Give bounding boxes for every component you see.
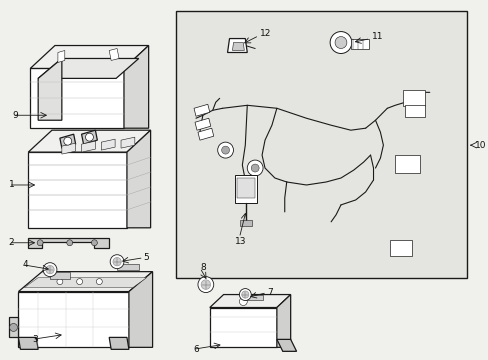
Circle shape	[334, 37, 346, 49]
Circle shape	[198, 276, 213, 293]
Polygon shape	[24, 278, 146, 288]
Polygon shape	[28, 152, 127, 228]
Circle shape	[110, 255, 124, 269]
Polygon shape	[61, 143, 76, 154]
Polygon shape	[38, 58, 61, 120]
Bar	[50, 272, 70, 279]
Circle shape	[43, 263, 57, 276]
Circle shape	[85, 133, 93, 141]
Bar	[240, 220, 252, 226]
Polygon shape	[194, 104, 209, 116]
Text: 8: 8	[200, 263, 205, 272]
Polygon shape	[276, 339, 296, 351]
Circle shape	[241, 291, 248, 298]
Circle shape	[221, 146, 229, 154]
Circle shape	[96, 279, 102, 285]
Polygon shape	[30, 45, 148, 68]
Polygon shape	[209, 294, 290, 307]
Polygon shape	[28, 130, 150, 152]
Polygon shape	[232, 42, 244, 50]
Polygon shape	[129, 272, 152, 347]
Circle shape	[57, 279, 62, 285]
Polygon shape	[198, 128, 213, 140]
Text: 7: 7	[266, 288, 272, 297]
Bar	[235, 175, 257, 203]
Circle shape	[217, 142, 233, 158]
Bar	[394, 155, 419, 173]
Bar	[237, 178, 255, 198]
Polygon shape	[81, 141, 95, 152]
Circle shape	[239, 298, 247, 306]
Circle shape	[251, 164, 259, 172]
Polygon shape	[101, 139, 115, 150]
Circle shape	[46, 265, 54, 274]
Polygon shape	[30, 68, 124, 128]
Polygon shape	[109, 337, 129, 349]
Text: 5: 5	[143, 253, 149, 262]
Text: 12: 12	[260, 29, 271, 38]
Circle shape	[247, 160, 263, 176]
Bar	[117, 264, 139, 270]
Circle shape	[201, 280, 210, 289]
Polygon shape	[38, 58, 139, 78]
Text: 6: 6	[193, 345, 198, 354]
Polygon shape	[121, 137, 135, 148]
Text: 4: 4	[22, 260, 28, 269]
Bar	[402, 90, 424, 106]
Polygon shape	[81, 130, 97, 144]
Polygon shape	[58, 50, 65, 62]
Polygon shape	[9, 318, 19, 337]
Polygon shape	[124, 45, 148, 128]
Text: 13: 13	[235, 237, 246, 246]
Bar	[389, 240, 411, 256]
Text: 1: 1	[9, 180, 14, 189]
Polygon shape	[127, 130, 150, 228]
Circle shape	[64, 137, 72, 145]
Polygon shape	[28, 238, 109, 248]
Polygon shape	[227, 39, 247, 53]
Bar	[350, 39, 368, 49]
Circle shape	[329, 32, 351, 54]
Circle shape	[37, 240, 43, 246]
Polygon shape	[209, 307, 276, 347]
Polygon shape	[19, 272, 152, 292]
Polygon shape	[195, 118, 210, 130]
Text: 9: 9	[13, 111, 18, 120]
Polygon shape	[60, 134, 76, 148]
Polygon shape	[19, 337, 38, 349]
Circle shape	[10, 323, 18, 332]
Text: 11: 11	[371, 32, 382, 41]
Polygon shape	[19, 292, 129, 347]
Text: 3: 3	[32, 335, 38, 344]
Circle shape	[113, 257, 121, 266]
Text: 2: 2	[9, 238, 14, 247]
Bar	[176, 11, 466, 278]
Circle shape	[77, 279, 82, 285]
Circle shape	[67, 240, 73, 246]
Circle shape	[91, 240, 97, 246]
Polygon shape	[109, 49, 119, 60]
Bar	[404, 105, 424, 117]
Text: 10: 10	[474, 141, 486, 150]
Circle shape	[239, 289, 251, 301]
Bar	[245, 294, 263, 300]
Polygon shape	[276, 294, 290, 347]
